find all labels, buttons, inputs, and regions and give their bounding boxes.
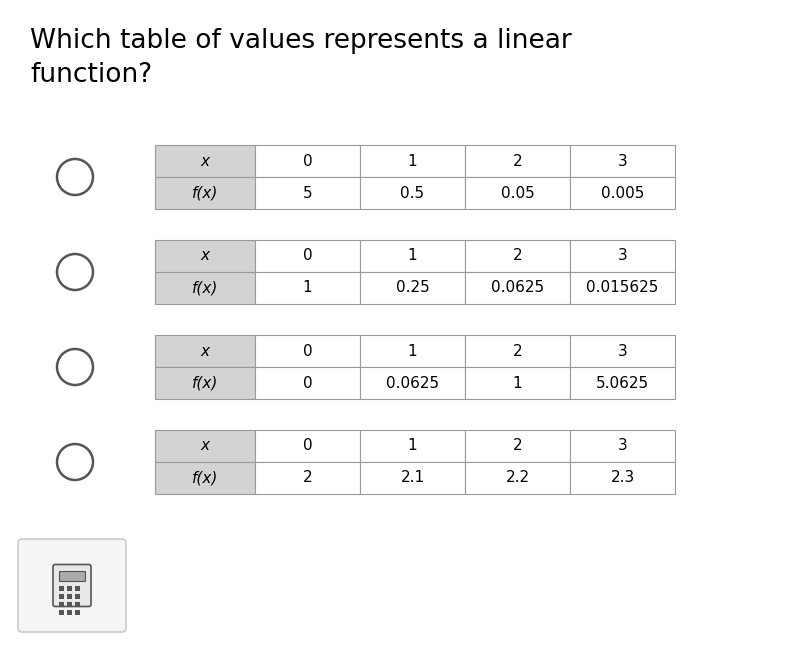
- FancyBboxPatch shape: [53, 564, 91, 606]
- Bar: [255, 177, 360, 209]
- Text: 0.015625: 0.015625: [586, 281, 658, 295]
- Bar: [570, 240, 675, 272]
- Bar: [360, 430, 465, 462]
- Text: 2.1: 2.1: [401, 470, 425, 486]
- Bar: [255, 272, 360, 304]
- Text: 2: 2: [513, 154, 522, 168]
- Bar: [255, 462, 360, 494]
- Bar: [255, 367, 360, 399]
- Text: 0.0625: 0.0625: [491, 281, 544, 295]
- Bar: [155, 430, 255, 462]
- Bar: [75, 602, 80, 606]
- Bar: [155, 272, 255, 304]
- Bar: [59, 586, 64, 591]
- Bar: [360, 177, 465, 209]
- Bar: [570, 430, 675, 462]
- Bar: [67, 586, 72, 591]
- Text: 5: 5: [302, 186, 312, 201]
- Bar: [67, 602, 72, 606]
- Text: 3: 3: [618, 248, 627, 264]
- Bar: [465, 177, 570, 209]
- Text: 1: 1: [513, 375, 522, 390]
- Bar: [465, 272, 570, 304]
- Bar: [59, 570, 85, 580]
- Bar: [465, 430, 570, 462]
- Bar: [155, 462, 255, 494]
- Text: x: x: [201, 344, 210, 359]
- Bar: [570, 145, 675, 177]
- Text: 2: 2: [513, 344, 522, 359]
- Text: f(x): f(x): [192, 375, 218, 390]
- Bar: [360, 272, 465, 304]
- Bar: [570, 177, 675, 209]
- Text: 1: 1: [302, 281, 312, 295]
- Text: f(x): f(x): [192, 470, 218, 486]
- Text: 2: 2: [513, 248, 522, 264]
- Text: x: x: [201, 439, 210, 453]
- Bar: [155, 335, 255, 367]
- Bar: [570, 462, 675, 494]
- Bar: [570, 272, 675, 304]
- Bar: [465, 240, 570, 272]
- Bar: [75, 593, 80, 599]
- Text: 3: 3: [618, 344, 627, 359]
- Text: f(x): f(x): [192, 281, 218, 295]
- Bar: [155, 177, 255, 209]
- Text: 0: 0: [302, 375, 312, 390]
- Bar: [360, 462, 465, 494]
- FancyBboxPatch shape: [18, 539, 126, 632]
- Text: 0.005: 0.005: [601, 186, 644, 201]
- Bar: [59, 610, 64, 615]
- Text: 0.0625: 0.0625: [386, 375, 439, 390]
- Bar: [255, 240, 360, 272]
- Bar: [255, 145, 360, 177]
- Text: 5.0625: 5.0625: [596, 375, 649, 390]
- Text: f(x): f(x): [192, 186, 218, 201]
- Bar: [465, 335, 570, 367]
- Text: 0.05: 0.05: [501, 186, 534, 201]
- Bar: [155, 367, 255, 399]
- Bar: [570, 367, 675, 399]
- Text: 0: 0: [302, 248, 312, 264]
- Text: function?: function?: [30, 62, 152, 88]
- Bar: [155, 145, 255, 177]
- Bar: [59, 593, 64, 599]
- Text: 3: 3: [618, 439, 627, 453]
- Text: 2.3: 2.3: [610, 470, 634, 486]
- Text: 2: 2: [513, 439, 522, 453]
- Bar: [360, 367, 465, 399]
- Bar: [360, 335, 465, 367]
- Bar: [67, 593, 72, 599]
- Bar: [570, 335, 675, 367]
- Text: 2.2: 2.2: [506, 470, 530, 486]
- Bar: [155, 240, 255, 272]
- Bar: [360, 240, 465, 272]
- Bar: [67, 610, 72, 615]
- Bar: [255, 430, 360, 462]
- Text: 0: 0: [302, 439, 312, 453]
- Bar: [255, 335, 360, 367]
- Text: 0.25: 0.25: [396, 281, 430, 295]
- Text: Which table of values represents a linear: Which table of values represents a linea…: [30, 28, 572, 54]
- Text: 0: 0: [302, 344, 312, 359]
- Bar: [465, 145, 570, 177]
- Text: x: x: [201, 154, 210, 168]
- Text: 1: 1: [408, 248, 418, 264]
- Text: 1: 1: [408, 344, 418, 359]
- Text: 0: 0: [302, 154, 312, 168]
- Bar: [465, 367, 570, 399]
- Text: 3: 3: [618, 154, 627, 168]
- Bar: [75, 586, 80, 591]
- Text: 1: 1: [408, 439, 418, 453]
- Bar: [360, 145, 465, 177]
- Bar: [59, 602, 64, 606]
- Text: x: x: [201, 248, 210, 264]
- Text: 2: 2: [302, 470, 312, 486]
- Text: 1: 1: [408, 154, 418, 168]
- Bar: [75, 610, 80, 615]
- Bar: [465, 462, 570, 494]
- Text: 0.5: 0.5: [401, 186, 425, 201]
